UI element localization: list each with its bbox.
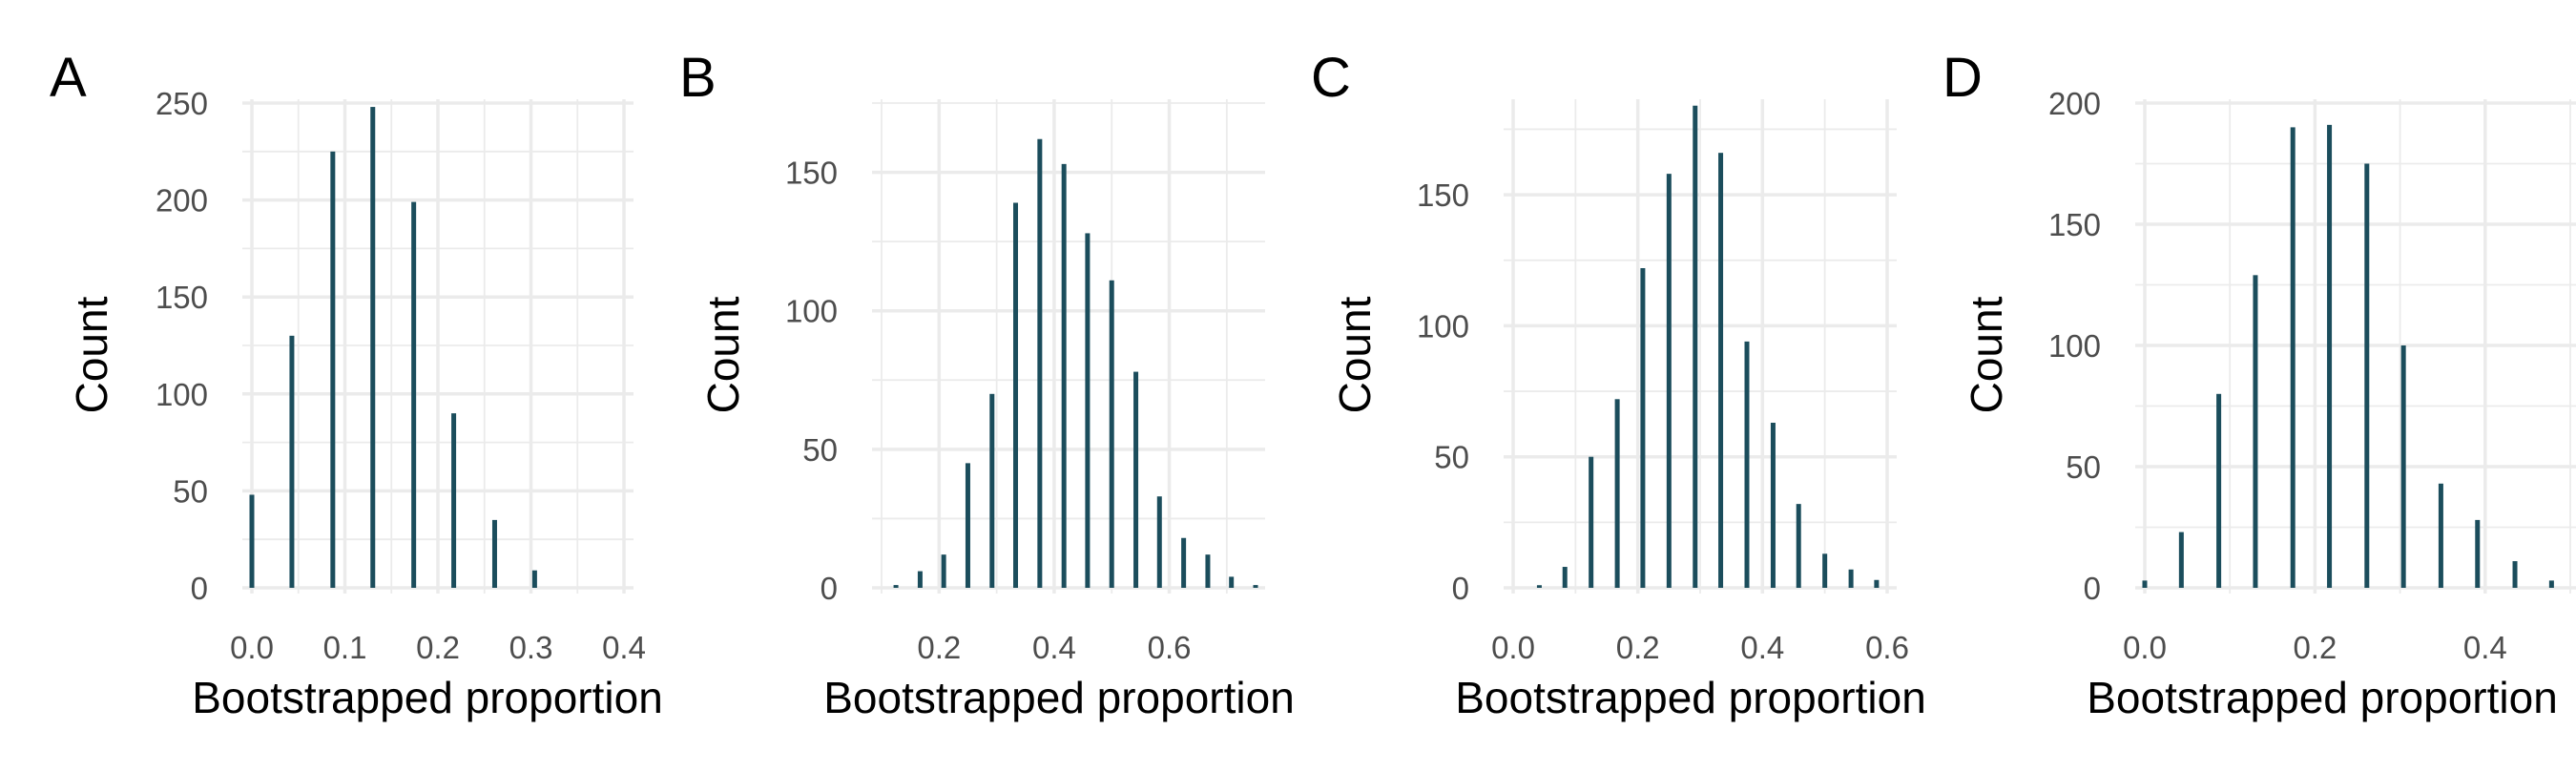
bar-panel-c — [1614, 399, 1620, 588]
bar-panel-d — [2548, 580, 2554, 588]
bar-panel-c — [1589, 456, 1594, 588]
bar-panel-b — [1156, 496, 1162, 588]
bar-panel-c — [1666, 174, 1672, 588]
y-axis-title: Count — [67, 296, 116, 413]
y-tick-label: 250 — [156, 86, 208, 121]
panel-b-letter: B — [679, 47, 717, 109]
bar-panel-a — [330, 151, 336, 589]
bar-panel-d — [2400, 345, 2406, 588]
bar-panel-b — [1085, 233, 1091, 589]
x-tick-label: 0.6 — [1148, 630, 1192, 665]
bar-panel-c — [1693, 105, 1698, 589]
bar-panel-b — [1013, 202, 1019, 588]
bar-panel-c — [1874, 579, 1880, 588]
bar-panel-c — [1718, 153, 1724, 588]
y-axis-title: Count — [1330, 296, 1380, 413]
bar-panel-c — [1536, 585, 1542, 588]
x-axis-title: Bootstrapped proportion — [192, 673, 663, 722]
bar-panel-b — [965, 463, 970, 588]
y-tick-label: 150 — [1417, 177, 1469, 213]
bar-panel-d — [2438, 483, 2443, 588]
y-tick-label: 100 — [1417, 308, 1469, 344]
bar-panel-b — [917, 571, 923, 588]
bar-panel-a — [370, 107, 376, 589]
bar-panel-d — [2364, 163, 2370, 588]
bar-panel-b — [1181, 537, 1187, 588]
x-tick-label: 0.3 — [509, 630, 553, 665]
bar-panel-b — [941, 554, 946, 588]
panel-d-letter: D — [1942, 47, 1983, 109]
bar-panel-b — [989, 393, 995, 588]
x-tick-label: 0.0 — [230, 630, 274, 665]
bar-panel-c — [1796, 504, 1801, 588]
bar-panel-b — [1109, 280, 1114, 588]
bar-panel-b — [1061, 163, 1067, 588]
x-tick-label: 0.4 — [2463, 630, 2507, 665]
x-tick-label: 0.1 — [323, 630, 367, 665]
bar-panel-c — [1562, 567, 1568, 588]
x-tick-label: 0.2 — [1616, 630, 1660, 665]
x-tick-label: 0.2 — [2293, 630, 2337, 665]
y-tick-label: 100 — [156, 377, 208, 412]
bar-panel-a — [451, 413, 457, 588]
bar-panel-d — [2512, 561, 2518, 588]
bar-panel-c — [1744, 341, 1750, 588]
bar-panel-c — [1640, 267, 1646, 588]
y-tick-label: 50 — [1434, 440, 1469, 475]
y-tick-label: 50 — [2066, 449, 2101, 485]
y-tick-label: 0 — [1452, 571, 1469, 606]
bar-panel-b — [1253, 585, 1258, 588]
y-tick-label: 200 — [2048, 86, 2101, 121]
y-tick-label: 0 — [821, 571, 838, 606]
y-tick-label: 150 — [785, 156, 838, 191]
y-tick-label: 0 — [2084, 571, 2101, 606]
x-tick-label: 0.4 — [602, 630, 646, 665]
x-tick-label: 0.4 — [1740, 630, 1784, 665]
x-axis-title: Bootstrapped proportion — [1455, 673, 1926, 722]
bar-panel-d — [2327, 124, 2333, 589]
bar-panel-d — [2142, 580, 2148, 588]
bar-panel-a — [531, 570, 537, 588]
bar-panel-a — [249, 494, 255, 588]
bar-panel-a — [411, 201, 417, 588]
panel-c-letter: C — [1311, 47, 1351, 109]
bar-panel-d — [2290, 127, 2296, 588]
x-tick-label: 0.4 — [1032, 630, 1076, 665]
x-axis-title: Bootstrapped proportion — [823, 673, 1295, 722]
y-tick-label: 200 — [156, 183, 208, 219]
bar-panel-b — [1037, 138, 1043, 589]
y-axis-title: Count — [1962, 296, 2011, 413]
x-tick-label: 0.2 — [917, 630, 961, 665]
bar-panel-d — [2178, 532, 2184, 588]
y-tick-label: 150 — [2048, 207, 2101, 242]
bar-panel-b — [1205, 554, 1211, 588]
x-tick-label: 0.0 — [1491, 630, 1535, 665]
bar-panel-b — [1229, 576, 1235, 588]
bar-panel-b — [893, 585, 899, 588]
bar-panel-c — [1770, 423, 1776, 588]
y-tick-label: 100 — [2048, 328, 2101, 364]
x-tick-label: 0.0 — [2123, 630, 2167, 665]
bar-panel-a — [491, 519, 497, 588]
x-tick-label: 0.2 — [416, 630, 460, 665]
x-axis-title: Bootstrapped proportion — [2087, 673, 2558, 722]
bar-panel-d — [2253, 275, 2258, 588]
bar-panel-b — [1133, 371, 1139, 588]
bar-panel-d — [2475, 519, 2481, 588]
bar-panel-a — [289, 335, 295, 588]
y-tick-label: 150 — [156, 280, 208, 315]
y-tick-label: 100 — [785, 294, 838, 329]
bar-panel-c — [1848, 569, 1854, 588]
y-tick-label: 50 — [802, 432, 838, 468]
y-axis-title: Count — [698, 296, 748, 413]
bar-panel-d — [2216, 393, 2222, 588]
y-tick-label: 50 — [173, 473, 208, 509]
y-tick-label: 0 — [191, 571, 208, 606]
panel-a-letter: A — [50, 47, 87, 109]
x-tick-label: 0.6 — [1865, 630, 1909, 665]
bar-panel-c — [1822, 553, 1828, 588]
